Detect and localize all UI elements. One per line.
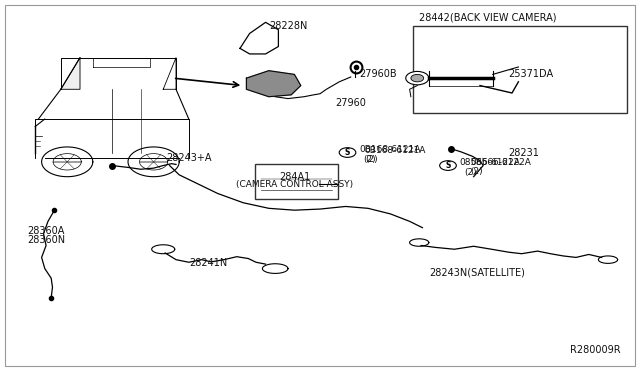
- Text: 28360A: 28360A: [28, 227, 65, 236]
- Text: 27960B: 27960B: [359, 70, 396, 79]
- Text: (2): (2): [470, 167, 483, 176]
- Text: 28241N: 28241N: [189, 259, 227, 268]
- Text: 28243+A: 28243+A: [166, 153, 212, 163]
- Text: 08566-6122A: 08566-6122A: [460, 158, 520, 167]
- Circle shape: [411, 74, 424, 82]
- Text: 28231: 28231: [508, 148, 539, 158]
- Text: 28228N: 28228N: [269, 21, 307, 31]
- Text: 08566-6122A: 08566-6122A: [470, 158, 531, 167]
- Text: 27960: 27960: [335, 98, 366, 108]
- Text: R280009R: R280009R: [570, 346, 621, 355]
- Text: (2): (2): [365, 155, 378, 164]
- Circle shape: [406, 71, 429, 85]
- Polygon shape: [61, 58, 80, 89]
- Bar: [255, 164, 338, 199]
- Text: S: S: [345, 148, 350, 157]
- Bar: [413, 26, 627, 113]
- Text: 0B168-6121A: 0B168-6121A: [365, 146, 426, 155]
- Text: 28243N(SATELLITE): 28243N(SATELLITE): [429, 267, 525, 277]
- Text: 28360N: 28360N: [27, 235, 65, 245]
- Text: 284A1: 284A1: [279, 172, 310, 182]
- Polygon shape: [246, 71, 301, 97]
- Circle shape: [440, 161, 456, 170]
- Text: (2): (2): [464, 168, 477, 177]
- Text: S: S: [445, 161, 451, 170]
- Text: 28442(BACK VIEW CAMERA): 28442(BACK VIEW CAMERA): [419, 13, 556, 23]
- Text: 0B168-6121A: 0B168-6121A: [359, 145, 420, 154]
- Text: (CAMERA CONTROL ASSY): (CAMERA CONTROL ASSY): [236, 180, 353, 189]
- Text: (2): (2): [364, 155, 376, 164]
- Text: 25371DA: 25371DA: [509, 70, 554, 79]
- Circle shape: [339, 148, 356, 157]
